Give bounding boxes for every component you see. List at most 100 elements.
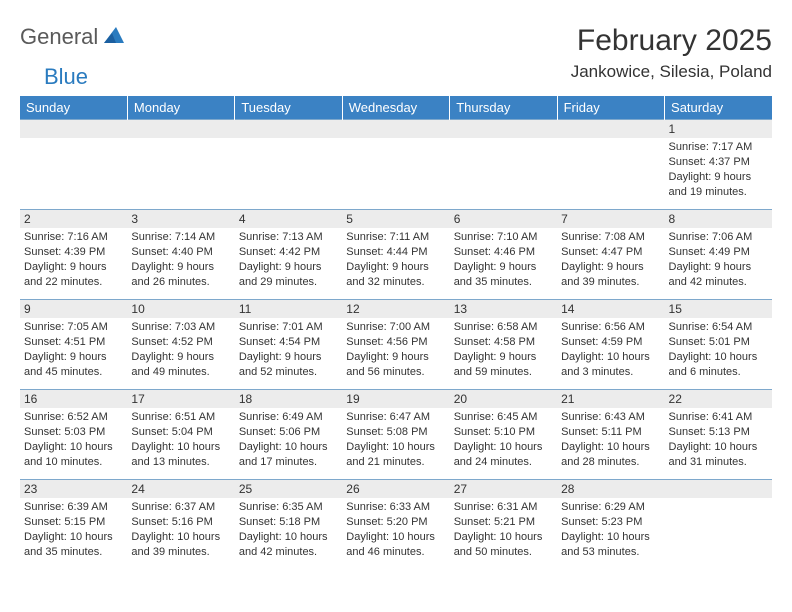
sunrise-line: Sunrise: 6:58 AM [454, 320, 553, 335]
sunset-line: Sunset: 4:44 PM [346, 245, 445, 260]
day-number [342, 120, 449, 138]
day-details: Sunrise: 7:16 AMSunset: 4:39 PMDaylight:… [20, 228, 127, 293]
day-details: Sunrise: 6:54 AMSunset: 5:01 PMDaylight:… [665, 318, 772, 383]
day-details: Sunrise: 7:10 AMSunset: 4:46 PMDaylight:… [450, 228, 557, 293]
day-number: 26 [342, 480, 449, 498]
sunrise-line: Sunrise: 6:49 AM [239, 410, 338, 425]
sunset-line: Sunset: 4:46 PM [454, 245, 553, 260]
sunrise-line: Sunrise: 7:06 AM [669, 230, 768, 245]
sunset-line: Sunset: 4:47 PM [561, 245, 660, 260]
calendar-day-cell: 8Sunrise: 7:06 AMSunset: 4:49 PMDaylight… [665, 210, 772, 300]
sunrise-line: Sunrise: 6:33 AM [346, 500, 445, 515]
sunset-line: Sunset: 4:42 PM [239, 245, 338, 260]
daylight-line: Daylight: 10 hours and 31 minutes. [669, 440, 768, 470]
calendar-day-cell: 7Sunrise: 7:08 AMSunset: 4:47 PMDaylight… [557, 210, 664, 300]
calendar-weekday-header: SundayMondayTuesdayWednesdayThursdayFrid… [20, 96, 772, 120]
sunset-line: Sunset: 4:40 PM [131, 245, 230, 260]
day-details: Sunrise: 6:33 AMSunset: 5:20 PMDaylight:… [342, 498, 449, 563]
sunset-line: Sunset: 5:04 PM [131, 425, 230, 440]
sunrise-line: Sunrise: 6:37 AM [131, 500, 230, 515]
day-number [665, 480, 772, 498]
month-title: February 2025 [571, 24, 772, 58]
day-details: Sunrise: 7:00 AMSunset: 4:56 PMDaylight:… [342, 318, 449, 383]
day-number [450, 120, 557, 138]
day-number: 4 [235, 210, 342, 228]
day-details: Sunrise: 6:39 AMSunset: 5:15 PMDaylight:… [20, 498, 127, 563]
sunrise-line: Sunrise: 7:17 AM [669, 140, 768, 155]
day-details: Sunrise: 6:31 AMSunset: 5:21 PMDaylight:… [450, 498, 557, 563]
calendar-day-cell: 2Sunrise: 7:16 AMSunset: 4:39 PMDaylight… [20, 210, 127, 300]
calendar-week-row: 1Sunrise: 7:17 AMSunset: 4:37 PMDaylight… [20, 120, 772, 210]
daylight-line: Daylight: 10 hours and 21 minutes. [346, 440, 445, 470]
daylight-line: Daylight: 10 hours and 28 minutes. [561, 440, 660, 470]
day-details: Sunrise: 7:06 AMSunset: 4:49 PMDaylight:… [665, 228, 772, 293]
logo-text-blue: Blue [44, 64, 88, 89]
day-number: 23 [20, 480, 127, 498]
calendar-day-cell: 15Sunrise: 6:54 AMSunset: 5:01 PMDayligh… [665, 300, 772, 390]
day-number [20, 120, 127, 138]
calendar-week-row: 16Sunrise: 6:52 AMSunset: 5:03 PMDayligh… [20, 390, 772, 480]
sunrise-line: Sunrise: 7:14 AM [131, 230, 230, 245]
day-number: 9 [20, 300, 127, 318]
calendar-day-cell: 6Sunrise: 7:10 AMSunset: 4:46 PMDaylight… [450, 210, 557, 300]
day-details: Sunrise: 7:11 AMSunset: 4:44 PMDaylight:… [342, 228, 449, 293]
day-details: Sunrise: 6:58 AMSunset: 4:58 PMDaylight:… [450, 318, 557, 383]
daylight-line: Daylight: 10 hours and 6 minutes. [669, 350, 768, 380]
sunrise-line: Sunrise: 6:29 AM [561, 500, 660, 515]
day-details: Sunrise: 6:49 AMSunset: 5:06 PMDaylight:… [235, 408, 342, 473]
weekday-header: Monday [127, 96, 234, 120]
sunset-line: Sunset: 5:01 PM [669, 335, 768, 350]
sunset-line: Sunset: 4:39 PM [24, 245, 123, 260]
day-details [127, 138, 234, 144]
day-details: Sunrise: 7:13 AMSunset: 4:42 PMDaylight:… [235, 228, 342, 293]
daylight-line: Daylight: 9 hours and 42 minutes. [669, 260, 768, 290]
sunset-line: Sunset: 5:11 PM [561, 425, 660, 440]
sunset-line: Sunset: 5:20 PM [346, 515, 445, 530]
daylight-line: Daylight: 9 hours and 39 minutes. [561, 260, 660, 290]
sunset-line: Sunset: 4:56 PM [346, 335, 445, 350]
day-number: 6 [450, 210, 557, 228]
calendar-day-cell: 11Sunrise: 7:01 AMSunset: 4:54 PMDayligh… [235, 300, 342, 390]
sunrise-line: Sunrise: 7:01 AM [239, 320, 338, 335]
calendar-day-cell: 14Sunrise: 6:56 AMSunset: 4:59 PMDayligh… [557, 300, 664, 390]
calendar-day-cell: 25Sunrise: 6:35 AMSunset: 5:18 PMDayligh… [235, 480, 342, 570]
sunrise-line: Sunrise: 7:08 AM [561, 230, 660, 245]
sunset-line: Sunset: 5:21 PM [454, 515, 553, 530]
calendar-day-cell [342, 120, 449, 210]
sunrise-line: Sunrise: 7:05 AM [24, 320, 123, 335]
calendar-day-cell: 21Sunrise: 6:43 AMSunset: 5:11 PMDayligh… [557, 390, 664, 480]
day-number: 14 [557, 300, 664, 318]
calendar-document: General February 2025 Jankowice, Silesia… [0, 0, 792, 570]
sunrise-line: Sunrise: 6:41 AM [669, 410, 768, 425]
daylight-line: Daylight: 9 hours and 32 minutes. [346, 260, 445, 290]
sunset-line: Sunset: 4:52 PM [131, 335, 230, 350]
day-number [557, 120, 664, 138]
day-details: Sunrise: 7:14 AMSunset: 4:40 PMDaylight:… [127, 228, 234, 293]
day-number: 27 [450, 480, 557, 498]
weekday-header: Friday [557, 96, 664, 120]
sunrise-line: Sunrise: 7:11 AM [346, 230, 445, 245]
daylight-line: Daylight: 10 hours and 10 minutes. [24, 440, 123, 470]
daylight-line: Daylight: 9 hours and 59 minutes. [454, 350, 553, 380]
calendar-table: SundayMondayTuesdayWednesdayThursdayFrid… [20, 96, 772, 570]
daylight-line: Daylight: 10 hours and 50 minutes. [454, 530, 553, 560]
calendar-day-cell: 4Sunrise: 7:13 AMSunset: 4:42 PMDaylight… [235, 210, 342, 300]
sunrise-line: Sunrise: 6:31 AM [454, 500, 553, 515]
day-number: 22 [665, 390, 772, 408]
day-number: 21 [557, 390, 664, 408]
weekday-header: Wednesday [342, 96, 449, 120]
daylight-line: Daylight: 10 hours and 24 minutes. [454, 440, 553, 470]
calendar-day-cell: 13Sunrise: 6:58 AMSunset: 4:58 PMDayligh… [450, 300, 557, 390]
calendar-body: 1Sunrise: 7:17 AMSunset: 4:37 PMDaylight… [20, 120, 772, 570]
sunset-line: Sunset: 5:13 PM [669, 425, 768, 440]
calendar-day-cell [450, 120, 557, 210]
sunrise-line: Sunrise: 7:13 AM [239, 230, 338, 245]
day-number [235, 120, 342, 138]
calendar-day-cell: 18Sunrise: 6:49 AMSunset: 5:06 PMDayligh… [235, 390, 342, 480]
day-details: Sunrise: 7:17 AMSunset: 4:37 PMDaylight:… [665, 138, 772, 203]
day-details: Sunrise: 6:37 AMSunset: 5:16 PMDaylight:… [127, 498, 234, 563]
calendar-day-cell [665, 480, 772, 570]
daylight-line: Daylight: 9 hours and 29 minutes. [239, 260, 338, 290]
day-details: Sunrise: 6:51 AMSunset: 5:04 PMDaylight:… [127, 408, 234, 473]
day-number: 13 [450, 300, 557, 318]
